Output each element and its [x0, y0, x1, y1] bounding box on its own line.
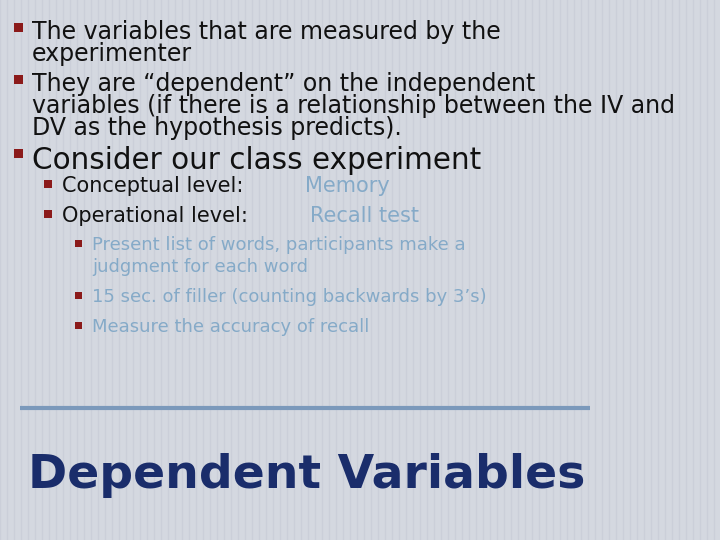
Text: Conceptual level:: Conceptual level:	[62, 176, 250, 196]
Bar	[14, 76, 22, 84]
Bar	[14, 150, 22, 158]
Text: Operational level:: Operational level:	[62, 206, 254, 226]
Text: Consider our class experiment: Consider our class experiment	[32, 146, 481, 175]
Text: Memory: Memory	[305, 176, 390, 196]
Bar	[44, 210, 52, 218]
Text: experimenter: experimenter	[32, 42, 192, 66]
Text: They are “dependent” on the independent: They are “dependent” on the independent	[32, 72, 536, 96]
Text: DV as the hypothesis predicts).: DV as the hypothesis predicts).	[32, 116, 402, 140]
Text: variables (if there is a relationship between the IV and: variables (if there is a relationship be…	[32, 94, 675, 118]
Bar	[74, 240, 81, 247]
Text: The variables that are measured by the: The variables that are measured by the	[32, 20, 500, 44]
Bar	[74, 292, 81, 299]
Bar	[44, 180, 52, 188]
Text: Dependent Variables: Dependent Variables	[28, 453, 585, 497]
Text: Measure the accuracy of recall: Measure the accuracy of recall	[92, 318, 369, 336]
Text: judgment for each word: judgment for each word	[92, 258, 308, 276]
Text: Present list of words, participants make a: Present list of words, participants make…	[92, 236, 466, 254]
Text: 15 sec. of filler (counting backwards by 3’s): 15 sec. of filler (counting backwards by…	[92, 288, 487, 306]
Bar	[74, 322, 81, 329]
Text: Recall test: Recall test	[310, 206, 419, 226]
Bar	[14, 23, 22, 32]
